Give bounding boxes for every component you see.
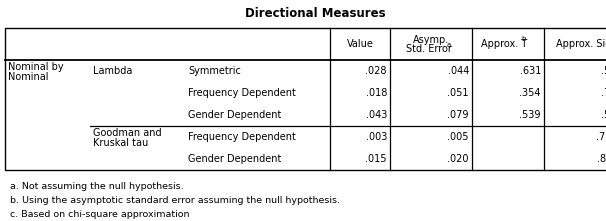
Text: a: a — [447, 42, 451, 48]
Text: Gender Dependent: Gender Dependent — [188, 154, 281, 164]
Text: .005: .005 — [447, 132, 469, 142]
Text: Lambda: Lambda — [93, 66, 132, 76]
Text: Directional Measures: Directional Measures — [245, 7, 386, 20]
Text: .590: .590 — [602, 110, 606, 120]
Text: Goodman and: Goodman and — [93, 128, 162, 138]
Text: Symmetric: Symmetric — [188, 66, 241, 76]
Text: Kruskal tau: Kruskal tau — [93, 138, 148, 148]
Bar — [5, 28, 606, 170]
Text: Approx. T: Approx. T — [481, 39, 527, 49]
Text: Frequency Dependent: Frequency Dependent — [188, 88, 296, 98]
Text: .785: .785 — [596, 132, 606, 142]
Text: .079: .079 — [447, 110, 469, 120]
Text: a. Not assuming the null hypothesis.: a. Not assuming the null hypothesis. — [10, 182, 184, 191]
Text: Approx. Sig.: Approx. Sig. — [556, 39, 606, 49]
Text: Asymp.: Asymp. — [413, 35, 449, 45]
Text: .018: .018 — [365, 88, 387, 98]
Text: .044: .044 — [448, 66, 469, 76]
Text: Frequency Dependent: Frequency Dependent — [188, 132, 296, 142]
Text: .724: .724 — [601, 88, 606, 98]
Text: Gender Dependent: Gender Dependent — [188, 110, 281, 120]
Text: b. Using the asymptotic standard error assuming the null hypothesis.: b. Using the asymptotic standard error a… — [10, 196, 340, 205]
Text: Value: Value — [347, 39, 373, 49]
Text: .015: .015 — [365, 154, 387, 164]
Text: .528: .528 — [601, 66, 606, 76]
Text: .631: .631 — [519, 66, 541, 76]
Text: b: b — [522, 36, 526, 42]
Text: .815: .815 — [596, 154, 606, 164]
Text: .539: .539 — [519, 110, 541, 120]
Text: .051: .051 — [447, 88, 469, 98]
Text: .020: .020 — [447, 154, 469, 164]
Text: .043: .043 — [365, 110, 387, 120]
Text: .003: .003 — [365, 132, 387, 142]
Text: .028: .028 — [365, 66, 387, 76]
Text: Std. Error: Std. Error — [406, 44, 452, 54]
Text: c. Based on chi-square approximation: c. Based on chi-square approximation — [10, 210, 190, 219]
Text: .354: .354 — [519, 88, 541, 98]
Text: Nominal by: Nominal by — [8, 62, 64, 72]
Text: Nominal: Nominal — [8, 72, 48, 82]
